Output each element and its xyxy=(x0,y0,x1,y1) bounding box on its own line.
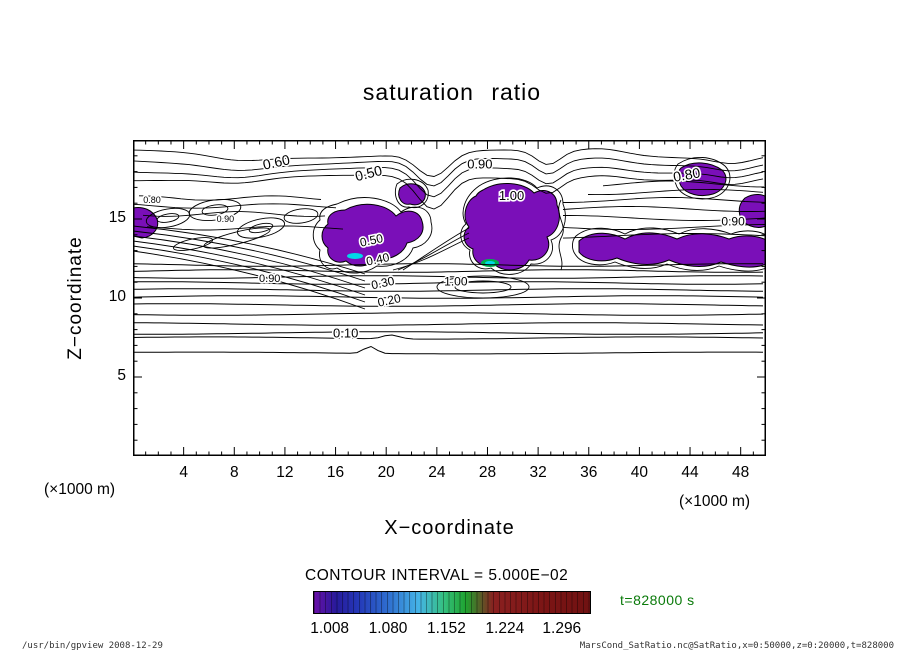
contour-label: 0.20 xyxy=(376,291,402,310)
contour-label: 0.90 xyxy=(259,273,280,285)
x-tick-label: 32 xyxy=(529,464,547,481)
x-tick-label: 40 xyxy=(630,464,649,481)
colorbar-tick-label: 1.296 xyxy=(542,620,582,637)
colorbar xyxy=(313,591,591,614)
time-annotation: t=828000 s xyxy=(620,592,695,608)
contour-label: 0.90 xyxy=(217,214,235,224)
supersaturation-fill xyxy=(133,162,766,271)
y-tick-label: 5 xyxy=(117,367,126,384)
x-axis-label: X−coordinate xyxy=(384,517,515,539)
x-tick-label: 24 xyxy=(428,464,446,481)
contour-label: 0.50 xyxy=(359,231,385,250)
plot-area: 0.60 0.50 0.90 1.00 0.80 0.90 0.50 0.40 0.30 0.20… xyxy=(109,140,766,481)
colorbar-tick-label: 1.008 xyxy=(310,620,350,637)
x-tick-label: 12 xyxy=(276,464,294,481)
contour-label: 0.80 xyxy=(143,195,161,205)
y-axis-unit: (×1000 m) xyxy=(44,481,116,498)
contour-label: 0.60 xyxy=(261,151,291,172)
contour-label: 0.90 xyxy=(467,156,492,171)
contour-plot: 0.600.50 0.901.000.800.900.500.400.300.20… xyxy=(133,140,766,456)
x-tick-label: 28 xyxy=(478,464,497,481)
contour-interval-text: CONTOUR INTERVAL = 5.000E−02 xyxy=(305,567,569,584)
contour-label: 0.10 xyxy=(333,326,358,341)
x-tick-label: 16 xyxy=(326,464,345,481)
colorbar-tick-label: 1.224 xyxy=(485,620,525,637)
footer-command: /usr/bin/gpview 2008-12-29 xyxy=(22,641,163,651)
colorbar-tick-label: 1.080 xyxy=(368,620,408,637)
y-axis-label: Z−coordinate xyxy=(65,236,86,360)
footer-source: MarsCond_SatRatio.nc@SatRatio,x=0:50000,… xyxy=(579,641,894,651)
contour-label: 1.00 xyxy=(499,188,524,203)
y-tick-label: 15 xyxy=(108,209,126,226)
x-axis-unit: (×1000 m) xyxy=(679,493,751,510)
x-tick-label: 44 xyxy=(681,464,699,481)
chart-title: saturation ratio xyxy=(362,79,542,105)
plot-frame xyxy=(133,140,766,456)
y-tick-label: 10 xyxy=(108,288,126,305)
x-tick-label: 4 xyxy=(179,464,188,481)
contour-lines xyxy=(133,148,766,355)
contour-label: 0.90 xyxy=(721,214,745,228)
contour-label: 1.00 xyxy=(444,274,468,288)
contour-label: 0.50 xyxy=(353,162,384,184)
x-tick-label: 8 xyxy=(229,464,239,481)
contour-label-group: 0.600.50 0.901.000.800.900.500.400.300.20… xyxy=(142,150,747,342)
x-tick-label: 48 xyxy=(732,464,750,481)
colorbar-tick-label: 1.152 xyxy=(427,620,466,637)
contour-label: 0.40 xyxy=(365,250,391,269)
x-tick-label: 20 xyxy=(377,464,395,481)
x-tick-label: 36 xyxy=(580,464,598,481)
contour-label: 0.80 xyxy=(672,164,702,185)
contour-label: 0.30 xyxy=(370,274,396,293)
